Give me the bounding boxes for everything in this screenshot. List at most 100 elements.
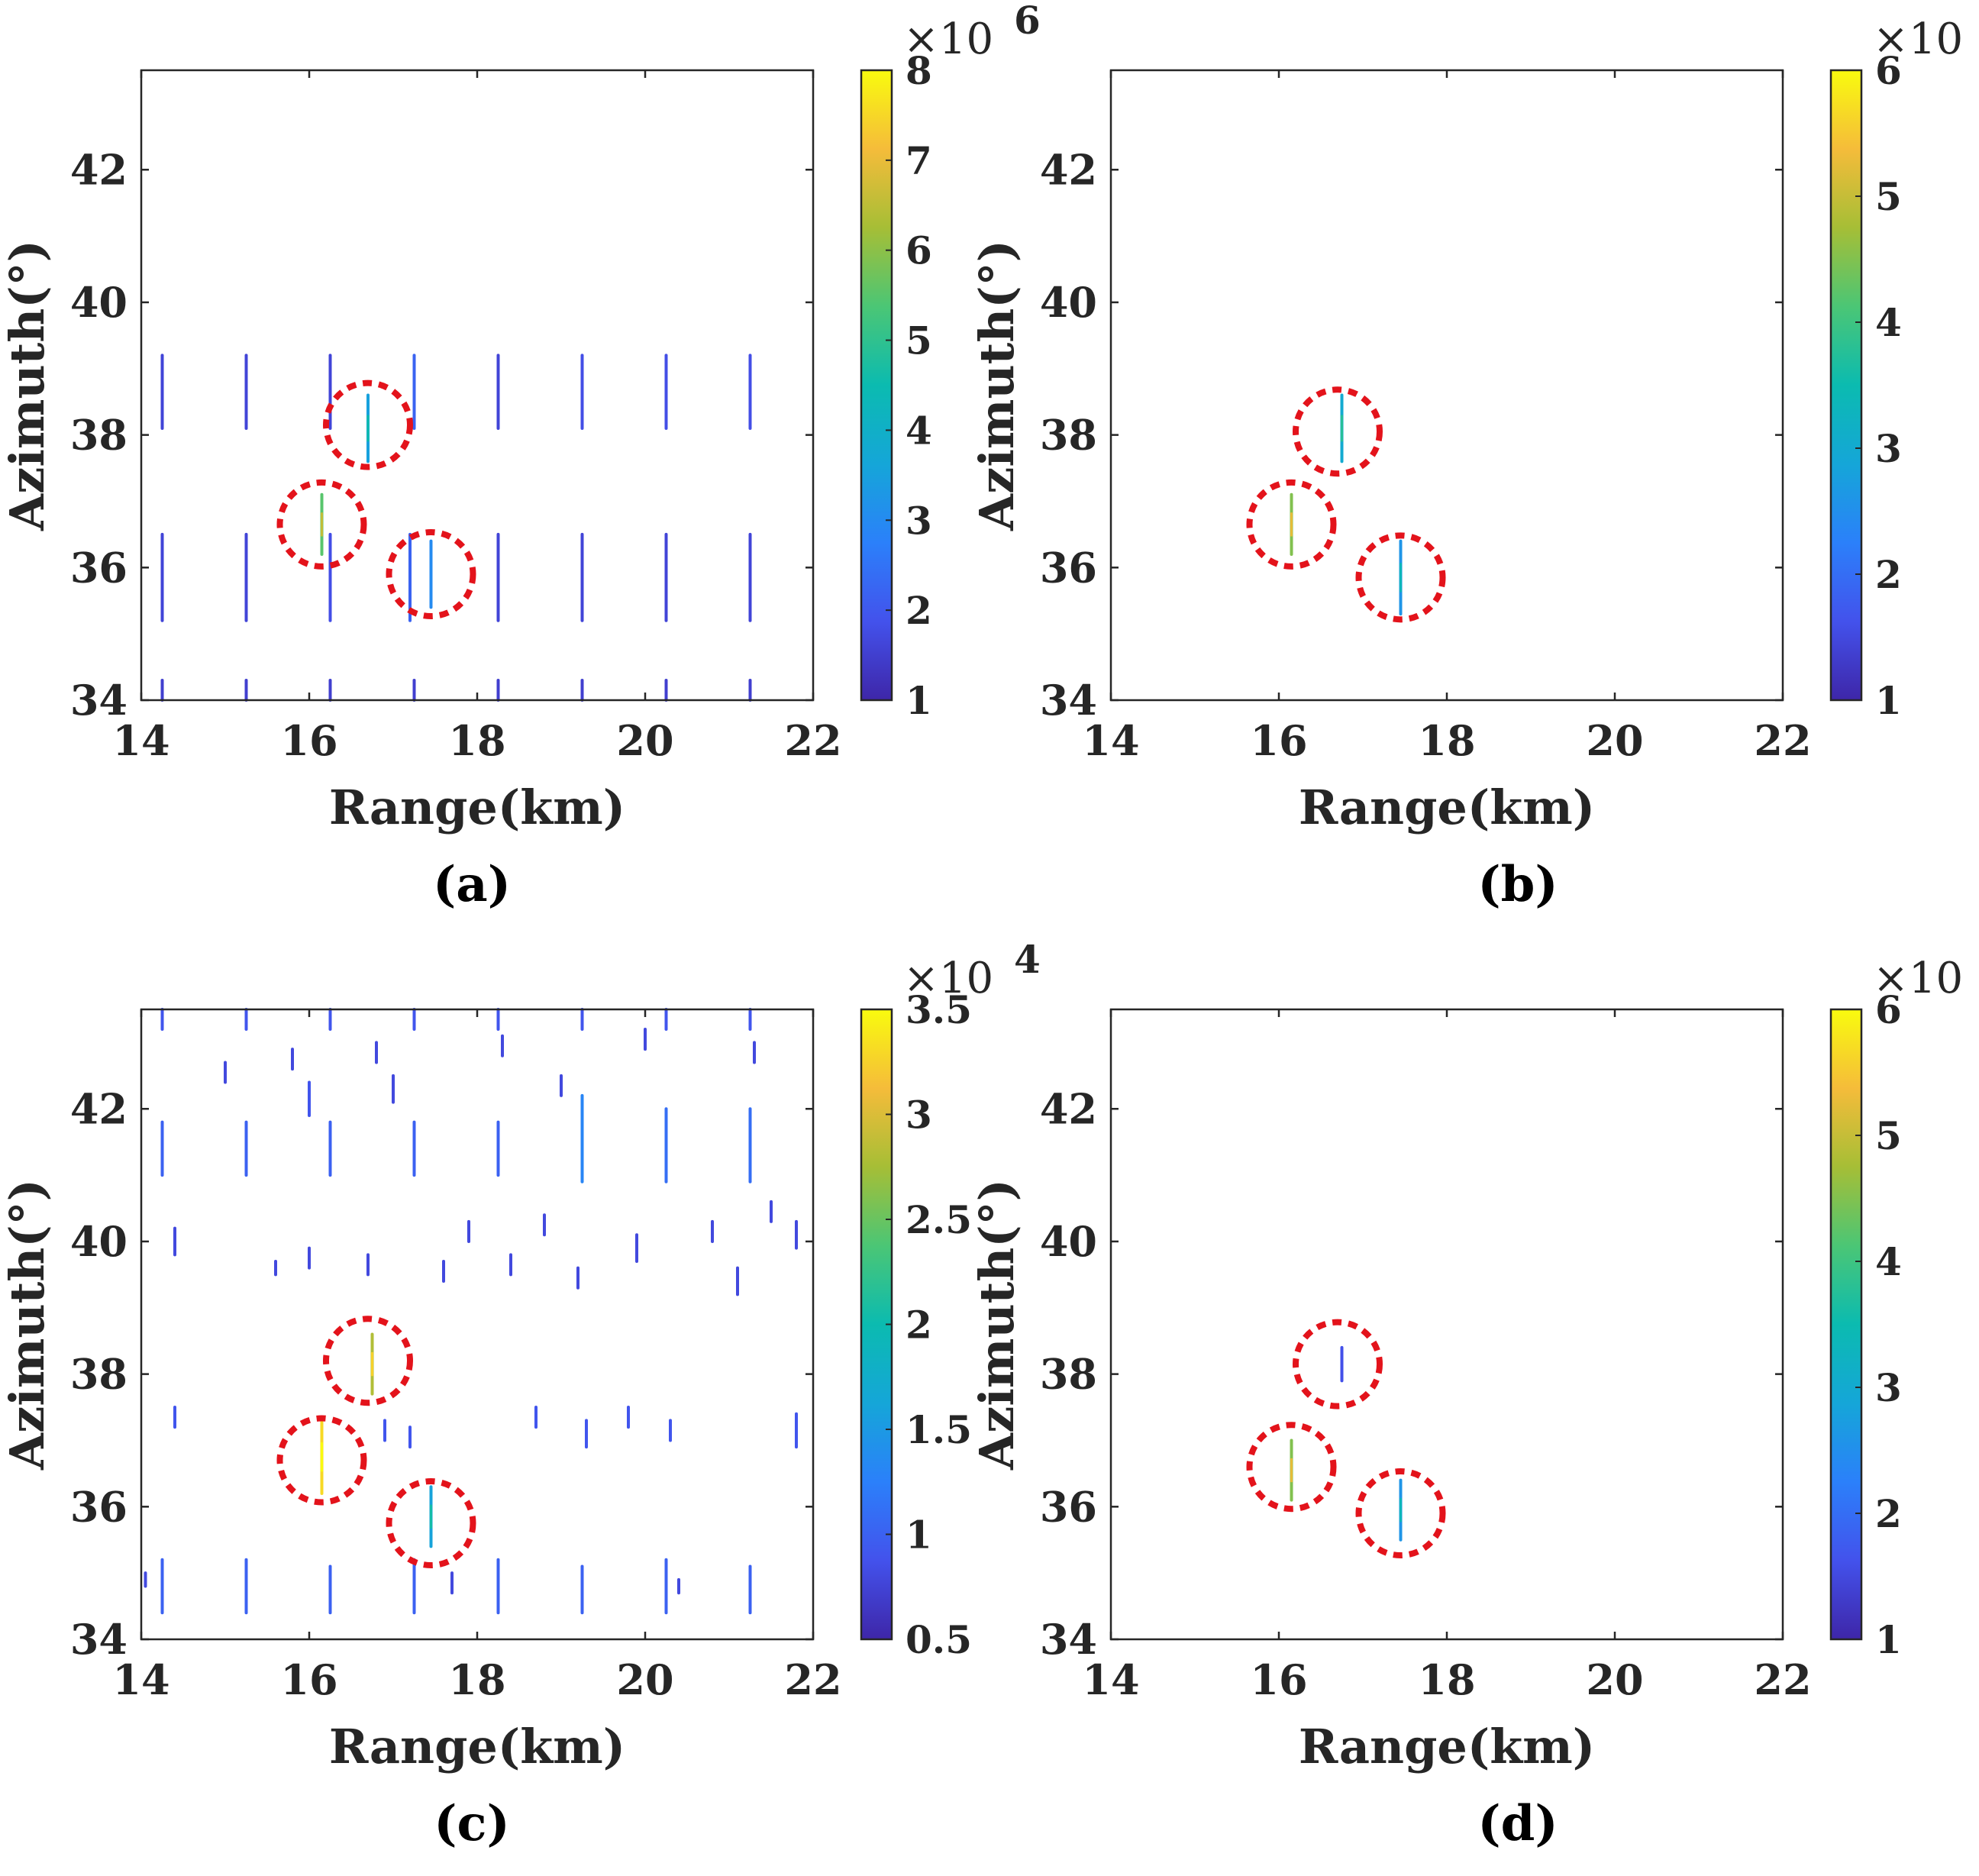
y-tick-label: 42 [70, 145, 128, 194]
colorbar-tick-label: 4 [1875, 300, 1902, 345]
colorbar-multiplier: ×10 [903, 15, 993, 64]
x-tick-label: 20 [1586, 716, 1643, 765]
target-circle [1355, 1468, 1446, 1558]
colorbar [860, 69, 893, 702]
panel-label: (b) [1477, 856, 1558, 913]
x-tick-label: 18 [448, 1655, 505, 1704]
colorbar-tick-label: 6 [906, 228, 932, 273]
panel-label: (c) [434, 1795, 510, 1852]
colorbar-tick-label: 1 [1875, 1617, 1902, 1662]
colorbar-tick-label: 3 [1875, 426, 1902, 471]
target-circle [323, 379, 413, 470]
colorbar-tick-label: 2 [906, 1303, 932, 1348]
x-tick-label: 22 [1754, 716, 1811, 765]
colorbar-multiplier: ×10 [903, 954, 993, 1003]
colorbar-tick-label: 4 [1875, 1239, 1902, 1284]
plot-area [141, 1009, 813, 1639]
y-tick-label: 36 [1040, 1482, 1097, 1531]
colorbar-tick-label: 3 [906, 498, 932, 543]
colorbar-tick-label: 1.5 [906, 1407, 972, 1452]
colorbar-exponent: 4 [1014, 937, 1041, 982]
target-circle [323, 1316, 413, 1406]
target-circle [1246, 1422, 1337, 1513]
y-tick-label: 34 [1040, 1615, 1097, 1664]
colorbar-multiplier: ×10 [1873, 954, 1963, 1003]
y-tick-label: 40 [1040, 1217, 1097, 1266]
y-tick-label: 40 [70, 278, 128, 327]
x-tick-label: 22 [784, 716, 841, 765]
x-tick-label: 16 [280, 1655, 337, 1704]
plot-area [141, 70, 813, 700]
panel-b: 14 16 18 20 223436384042Range(km)Azimuth(°)1… [969, 15, 1963, 913]
y-tick-label: 38 [1040, 1350, 1097, 1399]
x-tick-label: 14 [1082, 1655, 1139, 1704]
colorbar-tick-label: 7 [906, 138, 932, 183]
x-tick-label: 18 [448, 716, 505, 765]
x-tick-label: 16 [1250, 716, 1307, 765]
colorbar-tick-label: 5 [906, 318, 932, 363]
colorbar-tick-label: 2 [1875, 552, 1902, 597]
x-axis-title: Range(km) [1299, 780, 1595, 835]
colorbar [1829, 1008, 1863, 1641]
x-axis-title: Range(km) [329, 1719, 625, 1774]
y-tick-label: 36 [1040, 543, 1097, 592]
colorbar-tick-label: 5 [1875, 174, 1902, 219]
x-tick-label: 22 [1754, 1655, 1811, 1704]
y-tick-label: 34 [1040, 676, 1097, 725]
target-circle [386, 529, 476, 619]
y-tick-label: 36 [70, 1482, 128, 1531]
colorbar-tick-label: 3.5 [906, 987, 972, 1032]
y-tick-label: 42 [1040, 145, 1097, 194]
target-circle [1293, 1319, 1383, 1409]
x-axis-title: Range(km) [1299, 1719, 1595, 1774]
colorbar-tick-label: 4 [906, 408, 932, 453]
x-tick-label: 18 [1418, 716, 1475, 765]
colorbar-tick-label: 1 [906, 1513, 932, 1558]
panel-a: 14 16 18 20 223436384042Range(km)Azimuth(°)1… [0, 0, 1041, 913]
x-tick-label: 14 [112, 716, 169, 765]
colorbar-multiplier: ×10 [1873, 15, 1963, 64]
colorbar-tick-label: 6 [1875, 48, 1902, 93]
x-tick-label: 20 [616, 1655, 673, 1704]
colorbar-tick-label: 2 [1875, 1491, 1902, 1536]
panel-c: 14 16 18 20 223436384042Range(km)Azimuth(°)0… [0, 937, 1041, 1852]
x-axis-title: Range(km) [329, 780, 625, 835]
x-tick-label: 20 [1586, 1655, 1643, 1704]
x-tick-label: 16 [280, 716, 337, 765]
y-tick-label: 42 [70, 1084, 128, 1133]
target-circle [276, 1415, 367, 1506]
panel-label: (a) [433, 856, 511, 913]
colorbar-tick-label: 2.5 [906, 1197, 972, 1242]
target-circle [1246, 479, 1337, 570]
colorbar-tick-label: 3 [1875, 1365, 1902, 1410]
y-axis-title: Azimuth(°) [969, 1179, 1025, 1471]
y-tick-label: 42 [1040, 1084, 1097, 1133]
plot-area [1111, 70, 1783, 700]
target-circle [386, 1478, 476, 1569]
y-tick-label: 38 [1040, 411, 1097, 460]
y-tick-label: 34 [70, 1615, 128, 1664]
colorbar-tick-label: 1 [906, 678, 932, 723]
x-tick-label: 20 [616, 716, 673, 765]
y-tick-label: 38 [70, 1350, 128, 1399]
colorbar-tick-label: 0.5 [906, 1617, 972, 1662]
x-tick-label: 18 [1418, 1655, 1475, 1704]
colorbar-tick-label: 2 [906, 588, 932, 633]
y-tick-label: 34 [70, 676, 128, 725]
target-circle [1355, 532, 1446, 623]
y-tick-label: 40 [70, 1217, 128, 1266]
plot-area [1111, 1009, 1783, 1639]
colorbar-tick-label: 8 [906, 48, 932, 93]
y-axis-title: Azimuth(°) [969, 240, 1025, 531]
colorbar-tick-label: 5 [1875, 1113, 1902, 1158]
y-axis-title: Azimuth(°) [0, 240, 55, 531]
colorbar-tick-label: 3 [906, 1093, 932, 1138]
target-circle [1293, 386, 1383, 477]
colorbar-exponent: 6 [1014, 0, 1041, 43]
colorbar-tick-label: 1 [1875, 678, 1902, 723]
y-tick-label: 36 [70, 543, 128, 592]
x-tick-label: 22 [784, 1655, 841, 1704]
x-tick-label: 14 [112, 1655, 169, 1704]
colorbar [1829, 69, 1863, 702]
